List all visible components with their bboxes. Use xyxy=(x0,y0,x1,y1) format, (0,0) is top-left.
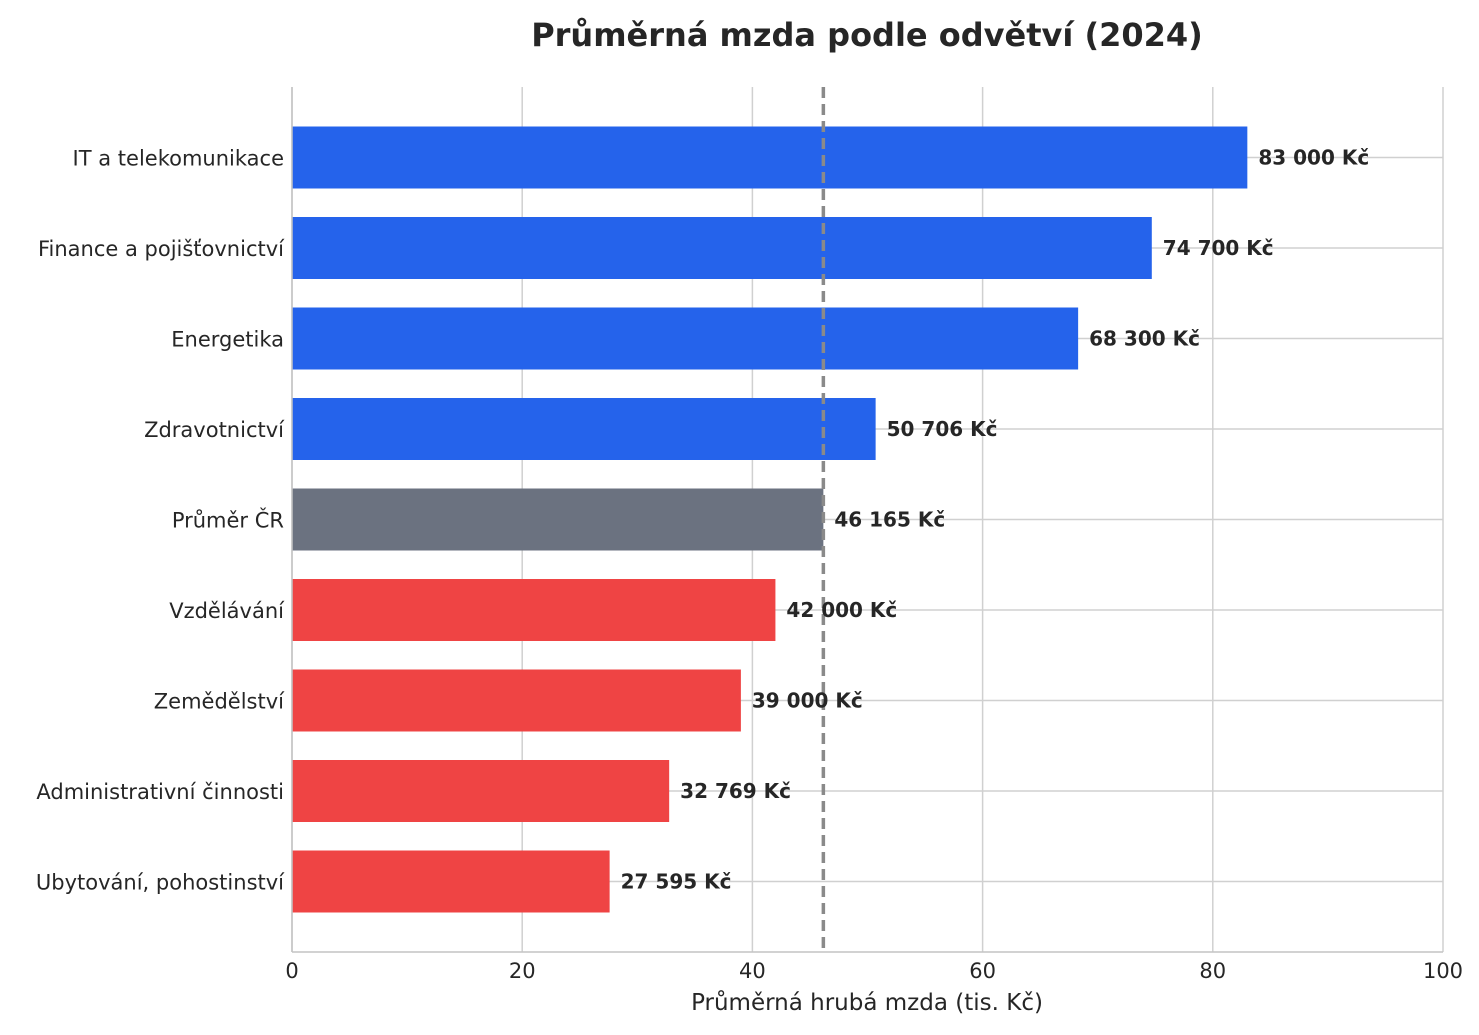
category-label: Finance a pojišťovnictví xyxy=(38,237,285,261)
bar-layer xyxy=(292,126,1248,913)
data-label: 83 000 Kč xyxy=(1258,146,1369,170)
bar xyxy=(292,579,776,641)
data-label: 46 165 Kč xyxy=(834,508,945,532)
data-label: 68 300 Kč xyxy=(1089,327,1200,351)
label-layer: 0 20 40 60 80 100 IT a telekomunikace Finance a… xyxy=(36,146,1463,984)
data-label: 74 700 Kč xyxy=(1163,236,1274,260)
data-label: 42 000 Kč xyxy=(786,598,897,622)
category-label: Průměr ČR xyxy=(172,508,284,533)
bar xyxy=(292,669,741,732)
bar xyxy=(292,398,876,460)
x-tick-label: 40 xyxy=(739,959,766,983)
category-label: Energetika xyxy=(171,328,284,352)
category-label: Ubytování, pohostinství xyxy=(36,871,285,895)
category-label: Zdravotnictví xyxy=(144,418,285,442)
data-label: 50 706 Kč xyxy=(887,417,998,441)
bar xyxy=(292,126,1248,189)
x-axis-label: Průměrná hrubá mzda (tis. Kč) xyxy=(691,989,1043,1016)
category-label: Zemědělství xyxy=(154,690,285,714)
x-tick-label: 100 xyxy=(1423,959,1463,983)
bar xyxy=(292,307,1079,370)
bar xyxy=(292,850,610,913)
category-label: IT a telekomunikace xyxy=(73,147,284,171)
data-label: 32 769 Kč xyxy=(680,779,791,803)
bar xyxy=(292,217,1152,279)
axis-layer xyxy=(291,87,1443,953)
x-tick-label: 80 xyxy=(1199,959,1226,983)
x-tick-label: 20 xyxy=(509,959,536,983)
data-label: 27 595 Kč xyxy=(621,870,732,894)
x-tick-label: 60 xyxy=(969,959,996,983)
x-tick-label: 0 xyxy=(285,959,298,983)
bar xyxy=(292,760,670,822)
category-label: Administrativní činnosti xyxy=(36,780,284,804)
data-label: 39 000 Kč xyxy=(752,689,863,713)
category-label: Vzdělávání xyxy=(169,599,285,623)
bar xyxy=(292,488,824,551)
chart-title: Průměrná mzda podle odvětví (2024) xyxy=(531,16,1203,54)
